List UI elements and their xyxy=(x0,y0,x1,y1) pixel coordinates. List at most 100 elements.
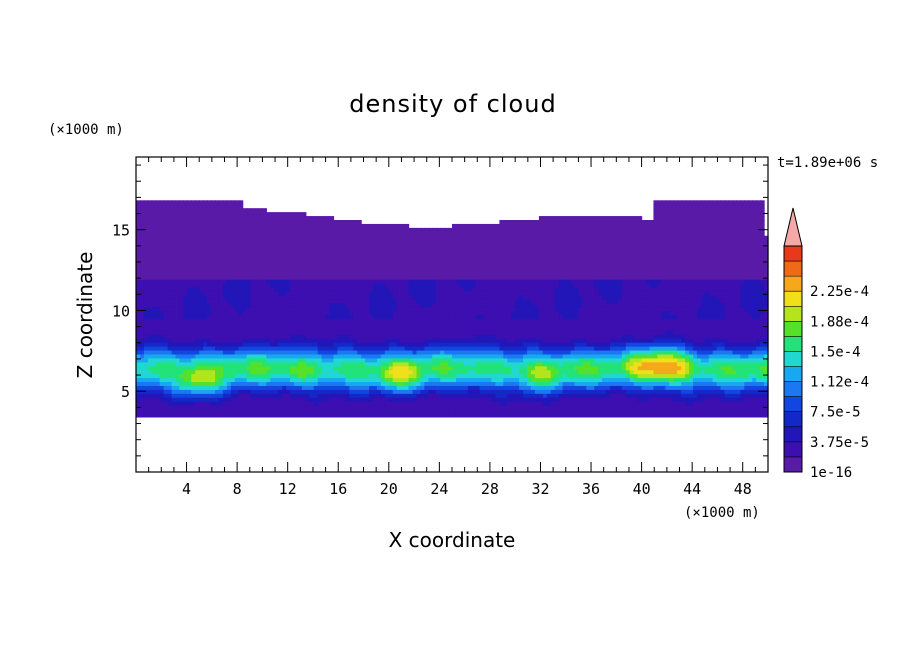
field-cell xyxy=(574,381,579,386)
field-cell xyxy=(234,369,240,375)
field-cell xyxy=(550,353,556,359)
field-cell xyxy=(384,365,390,371)
field-cell xyxy=(226,314,232,320)
field-cell xyxy=(262,381,267,386)
field-cell xyxy=(748,302,753,308)
field-cell xyxy=(637,326,643,331)
field-cell xyxy=(491,306,497,312)
field-cell xyxy=(297,369,303,375)
field-cell xyxy=(550,294,556,300)
field-cell xyxy=(475,401,481,406)
field-cell xyxy=(187,338,192,343)
field-cell xyxy=(159,412,165,418)
field-cell xyxy=(487,373,493,379)
field-cell xyxy=(712,409,718,414)
field-cell xyxy=(163,334,169,339)
field-cell xyxy=(246,326,252,331)
field-cell xyxy=(641,381,647,386)
field-cell xyxy=(448,310,453,316)
field-cell xyxy=(728,353,734,359)
field-cell xyxy=(215,338,220,343)
field-cell xyxy=(195,330,200,335)
field-cell xyxy=(708,349,714,355)
field-cell xyxy=(297,330,303,335)
field-cell xyxy=(732,397,737,402)
field-cell xyxy=(598,412,603,418)
field-cell xyxy=(574,334,579,339)
field-cell xyxy=(503,353,508,359)
field-cell xyxy=(590,294,595,300)
field-cell xyxy=(270,405,275,410)
field-cell xyxy=(491,302,497,308)
field-cell xyxy=(515,361,520,367)
field-cell xyxy=(625,298,631,304)
field-cell xyxy=(297,412,303,418)
field-cell xyxy=(195,369,200,375)
field-cell xyxy=(179,373,184,379)
field-cell xyxy=(700,326,706,331)
field-cell xyxy=(617,381,623,386)
field-cell xyxy=(760,385,765,390)
field-cell xyxy=(681,346,686,351)
field-cell xyxy=(191,290,196,296)
field-cell xyxy=(436,361,441,367)
field-cell xyxy=(645,294,651,300)
field-cell xyxy=(613,401,619,406)
field-cell xyxy=(602,401,607,406)
field-cell xyxy=(195,290,200,296)
field-cell xyxy=(594,397,599,402)
field-cell xyxy=(420,342,425,347)
field-cell xyxy=(191,330,196,335)
field-cell xyxy=(408,401,414,406)
field-cell xyxy=(440,361,445,367)
field-cell xyxy=(507,306,512,312)
field-cell xyxy=(586,349,591,355)
field-cell xyxy=(499,298,504,304)
field-cell xyxy=(657,353,662,359)
field-cell xyxy=(692,361,698,367)
field-cell xyxy=(428,361,433,367)
field-cell xyxy=(495,302,500,308)
field-cell xyxy=(392,353,398,359)
field-cell xyxy=(301,389,307,394)
field-cell xyxy=(266,318,271,323)
field-cell xyxy=(147,306,153,312)
field-cell xyxy=(246,294,252,300)
field-cell xyxy=(621,401,627,406)
field-cell xyxy=(195,346,200,351)
field-cell xyxy=(143,357,149,363)
field-cell xyxy=(349,342,354,347)
field-cell xyxy=(380,318,386,323)
field-cell xyxy=(550,385,556,390)
field-cell xyxy=(602,318,607,323)
field-cell xyxy=(744,302,749,308)
field-cell xyxy=(440,342,445,347)
field-cell xyxy=(396,338,402,343)
field-cell xyxy=(475,318,481,323)
field-cell xyxy=(459,412,465,418)
field-cell xyxy=(764,326,769,331)
field-cell xyxy=(692,330,698,335)
field-cell xyxy=(341,326,346,331)
field-cell xyxy=(720,377,726,383)
field-cell xyxy=(432,389,437,394)
field-cell xyxy=(139,369,145,375)
field-cell xyxy=(692,385,698,390)
field-cell xyxy=(515,381,520,386)
field-cell xyxy=(353,314,358,320)
field-cell xyxy=(266,385,271,390)
field-cell xyxy=(653,369,658,375)
field-cell xyxy=(483,397,489,402)
field-cell xyxy=(681,310,686,316)
field-cell xyxy=(661,397,666,402)
field-cell xyxy=(499,393,504,398)
field-cell xyxy=(744,322,749,327)
field-cell xyxy=(357,373,362,379)
field-cell xyxy=(234,326,240,331)
field-cell xyxy=(301,318,307,323)
field-cell xyxy=(586,302,591,308)
field-cell xyxy=(187,353,192,359)
field-cell xyxy=(598,326,603,331)
field-cell xyxy=(151,349,157,355)
field-cell xyxy=(760,302,765,308)
